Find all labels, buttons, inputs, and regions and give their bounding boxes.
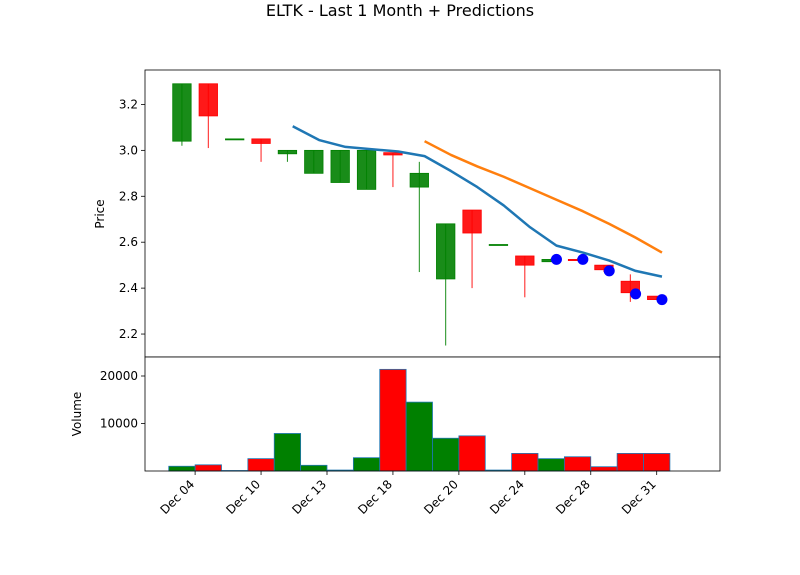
volume-frame (144, 356, 721, 472)
candle-body (172, 83, 192, 142)
candle (225, 138, 245, 141)
candle-body (515, 255, 535, 266)
candle (356, 149, 377, 190)
volume-bar (643, 453, 671, 472)
candle-body (383, 152, 403, 156)
x-axis: Dec 04 Dec 10 Dec 13 Dec 18 Dec 20 Dec 24 Dec … (157, 471, 659, 517)
price-tick-label: 2.2 (119, 327, 138, 341)
candle (172, 83, 192, 146)
candle-body (304, 149, 324, 174)
candle-body (488, 244, 509, 246)
volume-bar (168, 465, 196, 472)
candle-body (462, 209, 482, 234)
volume-bar (300, 464, 328, 472)
candle-body (198, 83, 218, 117)
candle (251, 138, 271, 162)
x-tick-label: Dec 24 (487, 477, 527, 517)
volume-bar (563, 456, 592, 472)
volume-bar (458, 435, 486, 472)
volume-bar (432, 437, 460, 472)
prediction-marker (603, 265, 615, 277)
volume-bar (590, 466, 618, 472)
volume-bar (352, 457, 381, 472)
x-tick-label: Dec 18 (355, 477, 395, 517)
volume-bar (616, 453, 644, 472)
series-line-1 (292, 125, 663, 278)
volume-bar (405, 401, 433, 472)
candle (436, 223, 456, 346)
x-tick-label: Dec 31 (619, 477, 659, 517)
candle (462, 209, 482, 289)
candle (304, 149, 324, 174)
volume-tick-label: 20000 (100, 369, 138, 383)
price-tick-label: 2.4 (119, 281, 138, 295)
price-tick-label: 2.8 (119, 189, 138, 203)
candle (330, 149, 350, 183)
volume-panel: 10000 20000 (100, 356, 721, 472)
price-panel: 2.2 2.4 2.6 2.8 3.0 3.2 (119, 69, 721, 358)
candle (488, 244, 509, 246)
volume-bar (194, 464, 222, 472)
x-tick-label: Dec 04 (157, 477, 197, 517)
x-tick-label: Dec 28 (553, 477, 593, 517)
candle (383, 152, 403, 188)
price-tick-label: 3.2 (119, 97, 138, 111)
x-tick-label: Dec 20 (421, 477, 461, 517)
candle (277, 149, 298, 162)
series-line-2 (424, 140, 663, 254)
candle-body (330, 149, 350, 183)
candle-body (409, 172, 429, 188)
candle (198, 83, 218, 149)
candle-body (251, 138, 271, 144)
volume-bar (511, 453, 539, 472)
chart-title: ELTK - Last 1 Month + Predictions (266, 1, 534, 20)
prediction-marker (630, 288, 642, 300)
candle-body (436, 223, 456, 280)
price-tick-label: 3.0 (119, 143, 138, 157)
price-plot-area (145, 70, 720, 357)
candle-body (277, 149, 298, 155)
prediction-marker (577, 253, 589, 265)
x-tick-label: Dec 13 (289, 477, 329, 517)
prediction-marker (656, 294, 668, 306)
volume-tick-label: 10000 (100, 417, 138, 431)
volume-bar (537, 458, 565, 472)
price-axis-label: Price (93, 199, 107, 228)
candle (515, 255, 535, 298)
candle-body (225, 138, 245, 141)
volume-bar (247, 458, 275, 472)
volume-bar (379, 368, 407, 472)
prediction-marker (550, 253, 562, 265)
candle (409, 161, 429, 273)
volume-bar (273, 433, 302, 472)
x-tick-label: Dec 10 (223, 477, 263, 517)
price-tick-label: 2.6 (119, 235, 138, 249)
volume-axis-label: Volume (70, 392, 84, 437)
candle-body (356, 149, 377, 190)
